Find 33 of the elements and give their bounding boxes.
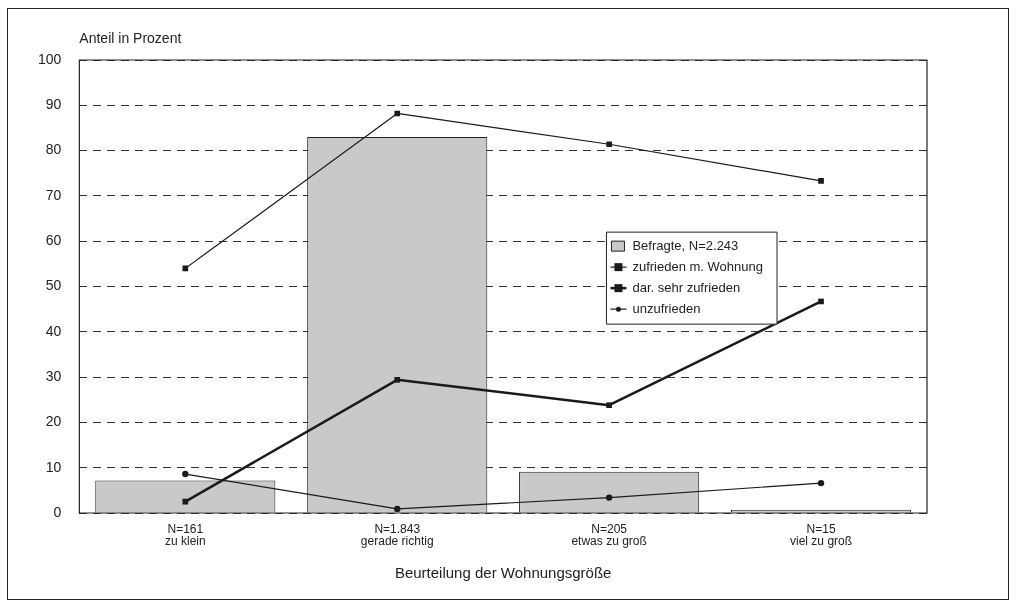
point <box>394 110 401 117</box>
y-tick-label: 20 <box>45 413 62 430</box>
x-tick-label: N=1.843 gerade richtig <box>360 522 434 549</box>
legend-label: Befragte, N=2.243 <box>632 237 739 253</box>
point <box>394 376 401 383</box>
point <box>606 141 612 148</box>
point <box>817 479 825 487</box>
point <box>182 265 189 272</box>
x-tick-label: N=15 viel zu groß <box>790 522 853 549</box>
x-axis-title: Beurteilung der Wohnungsgröße <box>394 564 612 582</box>
point <box>182 498 189 505</box>
y-tick-label: 60 <box>45 232 62 249</box>
point <box>394 505 401 513</box>
legend-label: unzufrieden <box>632 300 701 316</box>
point <box>818 298 824 305</box>
y-axis-title: Anteil in Prozent <box>79 29 182 46</box>
point <box>818 178 824 184</box>
legend-label: zufrieden m. Wohnung <box>632 258 763 274</box>
y-tick-label: 100 <box>38 50 62 67</box>
y-tick-label: 80 <box>45 141 62 158</box>
y-tick-label: 0 <box>53 503 62 520</box>
point <box>606 402 612 409</box>
y-tick-label: 70 <box>45 186 62 203</box>
y-tick-label: 90 <box>45 96 62 113</box>
point <box>605 494 613 501</box>
x-tick-label: N=161 zu klein <box>164 522 206 549</box>
legend-label: dar. sehr zufrieden <box>632 279 741 295</box>
y-tick-label: 10 <box>45 458 62 475</box>
y-tick-label: 30 <box>45 367 62 384</box>
y-tick-label: 50 <box>45 277 62 294</box>
y-tick-label: 40 <box>45 322 62 339</box>
point <box>182 470 189 478</box>
x-tick-label: N=205 etwas zu groß <box>571 522 647 549</box>
